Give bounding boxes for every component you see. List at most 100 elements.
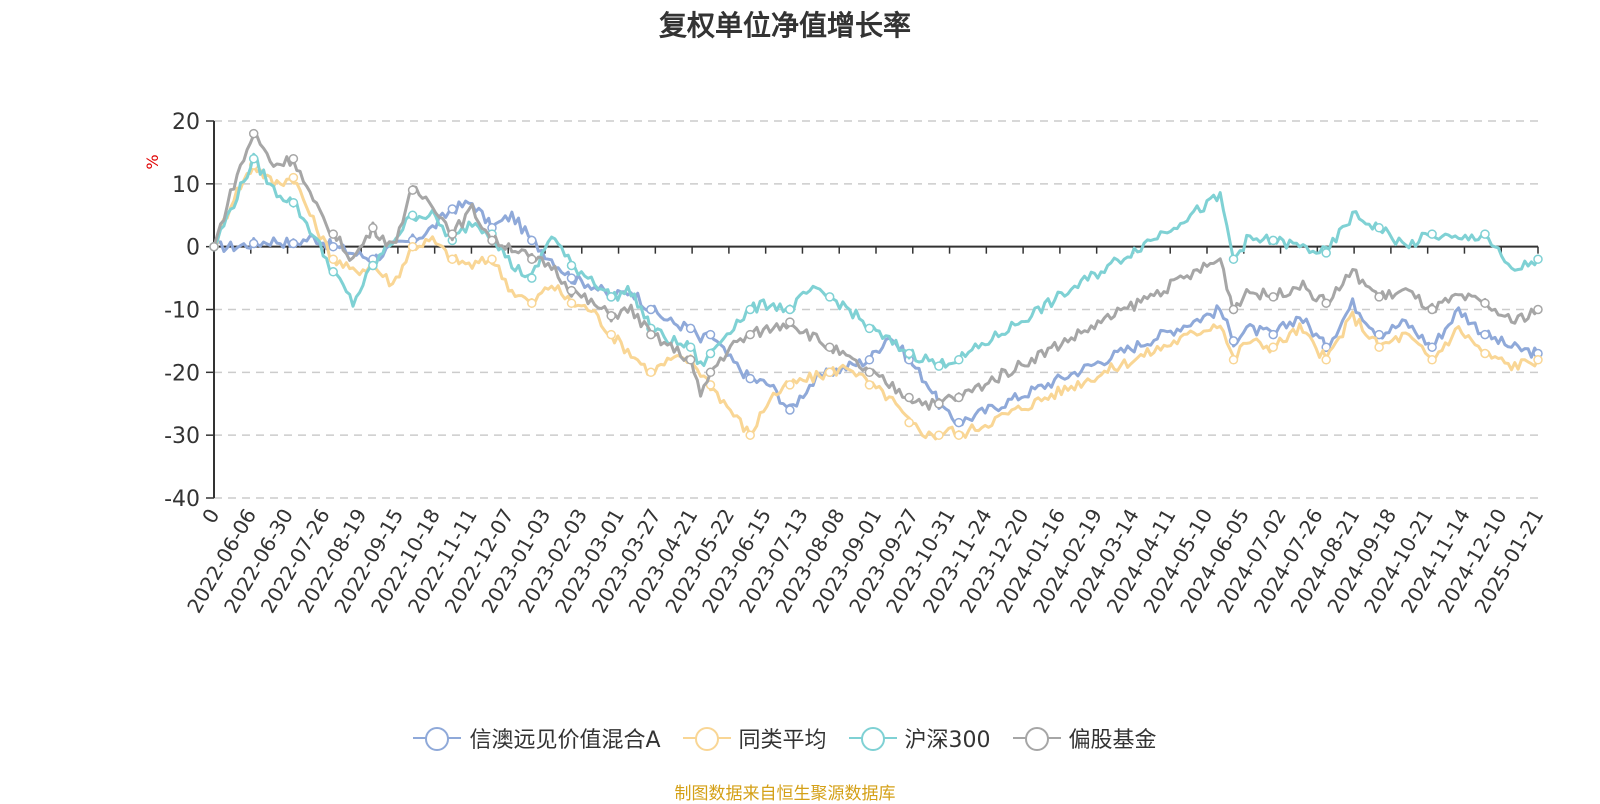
data-point: [1321, 298, 1331, 308]
data-point: [566, 260, 577, 271]
data-point: [685, 355, 696, 365]
data-point: [328, 229, 338, 239]
data-point: [209, 241, 219, 252]
data-point: [1480, 329, 1490, 340]
data-point: [864, 380, 875, 390]
y-tick-label: -40: [164, 487, 200, 512]
data-point: [646, 304, 656, 315]
y-tick-label: -20: [164, 361, 200, 386]
data-point: [1268, 292, 1278, 302]
legend-label: 沪深300: [904, 728, 991, 753]
chart-title: 复权单位净值增长率: [658, 9, 911, 42]
data-point: [785, 304, 795, 315]
y-tick-label: 0: [186, 236, 200, 261]
axis-layer: [206, 120, 1539, 499]
data-point: [824, 367, 835, 378]
legend-item-4[interactable]: 偏股基金: [1012, 722, 1157, 754]
data-point: [904, 392, 914, 403]
data-point: [1427, 342, 1437, 352]
data-point: [566, 273, 577, 283]
series-line-4: [212, 133, 1540, 411]
data-point: [864, 367, 875, 378]
data-point: [407, 241, 418, 252]
data-point: [1533, 355, 1543, 365]
data-point: [527, 254, 537, 264]
data-point: [1374, 329, 1384, 340]
data-point: [1321, 342, 1331, 352]
data-point: [864, 323, 875, 334]
data-point: [934, 430, 944, 440]
source-note: 制图数据来自恒生聚源数据库: [674, 784, 896, 804]
data-point: [954, 417, 964, 428]
data-point: [288, 238, 299, 249]
data-point: [745, 373, 755, 384]
data-point: [1321, 355, 1331, 365]
data-point: [705, 329, 716, 340]
data-point: [934, 399, 944, 409]
data-point: [1427, 229, 1437, 239]
data-point: [566, 298, 577, 308]
grid-layer: [214, 120, 1538, 499]
data-point: [288, 153, 299, 164]
series-line-3: [212, 152, 1540, 369]
legend-label: 同类平均: [738, 728, 827, 753]
data-point: [328, 241, 338, 252]
y-tick-label: -30: [164, 424, 200, 449]
data-point: [745, 430, 755, 440]
data-point: [527, 273, 537, 283]
legend-swatch-icon: [1012, 726, 1061, 751]
data-point: [1374, 342, 1384, 352]
data-point: [328, 267, 338, 277]
data-point: [904, 417, 914, 428]
data-point: [1321, 248, 1331, 258]
data-point: [685, 323, 696, 334]
data-point: [954, 392, 964, 403]
legend-label: 偏股基金: [1068, 728, 1157, 753]
data-point: [328, 254, 338, 264]
data-point: [954, 430, 964, 440]
data-point: [934, 361, 944, 371]
data-point: [685, 342, 696, 352]
data-point: [745, 304, 755, 315]
data-point: [954, 355, 964, 365]
data-point: [566, 285, 577, 296]
legend-item-1[interactable]: 信澳远见价值混合A: [413, 722, 661, 754]
data-point: [1374, 292, 1384, 302]
y-axis-unit-label: %: [143, 154, 162, 169]
y-tick-label: -10: [164, 299, 200, 324]
data-point: [646, 329, 656, 340]
data-point: [1268, 235, 1278, 246]
data-point: [248, 238, 259, 249]
data-point: [785, 317, 795, 327]
data-point: [1480, 298, 1490, 308]
data-point: [646, 367, 656, 378]
data-point: [288, 172, 299, 183]
data-point: [1374, 223, 1384, 233]
x-tick-label: 0: [197, 505, 224, 528]
data-point: [487, 235, 497, 246]
data-point: [1533, 304, 1543, 315]
data-point: [407, 185, 418, 195]
data-point: [1480, 348, 1490, 359]
data-point: [904, 348, 914, 359]
series-line-1: [212, 199, 1540, 427]
data-point: [1228, 304, 1239, 315]
legend-item-2[interactable]: 同类平均: [682, 722, 827, 754]
data-point: [248, 128, 259, 139]
data-point: [1480, 229, 1490, 239]
data-point: [745, 329, 755, 340]
series-line-2: [212, 164, 1540, 441]
data-point: [407, 210, 418, 221]
data-point: [487, 254, 497, 264]
data-point: [447, 204, 458, 214]
data-point: [1228, 355, 1239, 365]
data-point: [606, 292, 616, 302]
data-point: [1228, 336, 1239, 346]
data-point: [824, 342, 835, 352]
data-point: [705, 348, 716, 359]
legend-item-3[interactable]: 沪深300: [848, 722, 991, 754]
series-layer: [209, 128, 1543, 441]
legend-label: 信澳远见价值混合A: [469, 728, 661, 753]
data-point: [248, 153, 259, 164]
